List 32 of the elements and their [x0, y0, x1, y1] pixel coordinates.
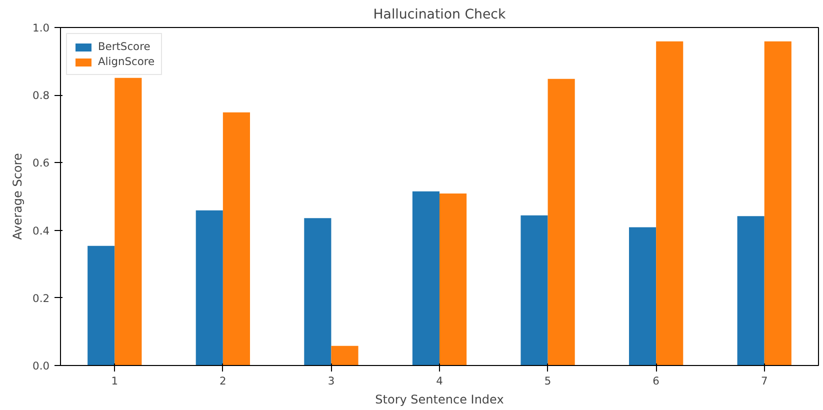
y-tick-label: 1.0: [32, 22, 50, 34]
bar: [114, 78, 142, 366]
x-tick-label: 5: [544, 374, 552, 388]
bar: [737, 216, 764, 366]
bar: [548, 78, 575, 366]
bar: [196, 210, 223, 366]
x-axis-title: Story Sentence Index: [375, 392, 504, 406]
y-tick-label: 0.6: [32, 156, 50, 170]
bar: [222, 112, 250, 366]
legend-label: AlignScore: [98, 55, 155, 68]
bar: [764, 41, 792, 366]
chart-title: Hallucination Check: [373, 8, 506, 22]
bar: [88, 246, 115, 366]
bar: [656, 41, 684, 366]
y-axis-title: Average Score: [10, 153, 25, 240]
bar: [412, 191, 440, 366]
bar: [331, 346, 358, 366]
y-tick-label: 0.2: [32, 292, 50, 305]
x-tick-label: 7: [760, 374, 768, 388]
x-tick-label: 3: [328, 374, 335, 388]
x-tick-label: 2: [220, 374, 226, 388]
x-tick-label: 1: [111, 374, 118, 388]
legend-label: BertScore: [98, 40, 150, 53]
bar: [304, 218, 332, 366]
y-tick-label: 0.0: [32, 360, 50, 372]
x-tick-label: 4: [436, 374, 444, 388]
bar: [440, 193, 467, 366]
y-tick-label: 0.8: [32, 89, 50, 102]
bar: [629, 227, 656, 366]
bar: [520, 215, 548, 366]
x-tick-label: 6: [652, 374, 660, 388]
y-tick-label: 0.4: [32, 224, 50, 238]
